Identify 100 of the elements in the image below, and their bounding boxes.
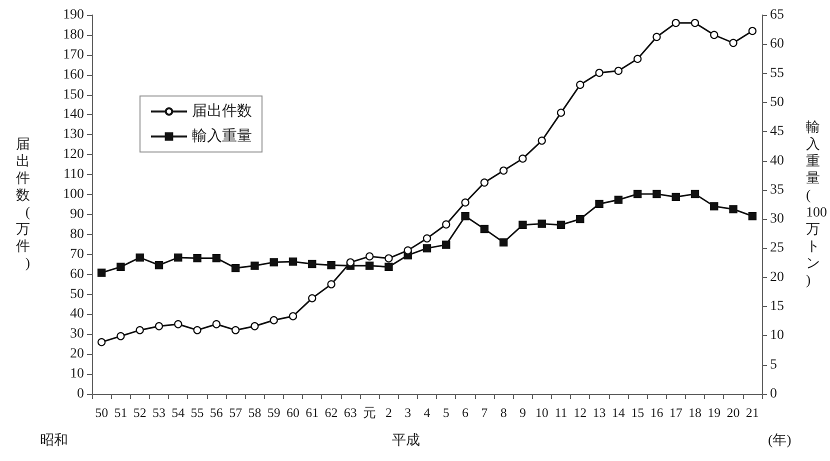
x-tick-label: 57: [229, 405, 243, 420]
x-tick-label: 55: [190, 405, 204, 420]
point: [193, 326, 202, 334]
point: [480, 178, 489, 187]
legend-label: 輸入重量: [192, 128, 252, 144]
y2-tick-label: 30: [770, 212, 784, 227]
y-tick-label: 180: [63, 27, 84, 42]
y2-tick-label: 10: [770, 328, 784, 344]
x-tick-label: 12: [574, 405, 587, 420]
point: [614, 66, 623, 75]
point: [308, 260, 316, 268]
point: [710, 30, 718, 40]
y2-tick-label: 0: [770, 386, 777, 402]
text: (年): [768, 432, 792, 448]
x-tick-label: 6: [462, 405, 470, 420]
point: [384, 262, 393, 271]
point: [576, 80, 584, 89]
y-tick-label: 160: [63, 67, 84, 82]
point: [499, 166, 508, 175]
y-tick-label: 10: [70, 366, 84, 382]
point: [710, 202, 718, 210]
point: [212, 254, 221, 262]
y-tick-label: 150: [63, 87, 84, 102]
x-tick-label: 17: [669, 405, 683, 420]
point: [538, 136, 546, 145]
point: [652, 190, 661, 198]
point: [538, 220, 546, 228]
point: [346, 258, 355, 266]
point: [270, 258, 278, 266]
point: [308, 294, 316, 302]
legend-label: 届出件数: [192, 102, 252, 120]
point: [384, 254, 393, 262]
x-tick-label: 14: [612, 405, 626, 420]
point: [556, 108, 566, 117]
text: 昭和: [40, 432, 68, 448]
point: [499, 238, 508, 246]
point: [633, 54, 642, 63]
point: [231, 264, 240, 272]
y-tick-label: 0: [77, 386, 84, 402]
x-tick-label: 10: [535, 405, 548, 420]
x-tick-label: 5: [442, 405, 450, 420]
point: [288, 258, 298, 266]
point: [365, 262, 374, 270]
y-tick-label: 130: [63, 127, 84, 142]
y2-tick-label: 45: [770, 124, 784, 140]
x-tick-label: 56: [210, 405, 224, 420]
x-tick-label: 9: [519, 405, 526, 420]
point: [556, 220, 566, 230]
x-tick-label: 11: [554, 405, 568, 420]
point: [461, 212, 470, 220]
point: [327, 280, 336, 288]
x-tick-label: 13: [592, 405, 606, 420]
x-tick-label: 20: [726, 405, 740, 420]
y2-tick-label: 60: [770, 36, 784, 52]
x-tick-label: 51: [114, 405, 128, 420]
point: [595, 68, 604, 77]
x-tick-label: 52: [133, 405, 146, 420]
y2-tick-label: 5: [770, 357, 777, 372]
x-tick-label: 19: [708, 405, 721, 420]
y-tick-label: 190: [63, 8, 84, 22]
y-tick-label: 110: [64, 167, 84, 182]
point: [748, 212, 757, 220]
point: [690, 18, 700, 28]
point: [154, 322, 164, 330]
y2-tick-label: 20: [770, 270, 784, 285]
point: [518, 154, 527, 163]
point: [250, 322, 259, 330]
y-tick-label: 80: [70, 226, 84, 242]
y-tick-label: 50: [70, 286, 84, 302]
y-tick-label: 40: [70, 306, 84, 322]
point: [97, 268, 106, 277]
y-axis-title: 届出件数(万件): [16, 138, 30, 272]
point: [729, 38, 738, 48]
x-tick-label: 53: [152, 405, 166, 420]
x-tick-label: 元: [363, 405, 376, 420]
y-tick-label: 170: [63, 47, 84, 62]
x-tick-label: 18: [688, 405, 702, 420]
point: [672, 192, 680, 202]
y-tick-label: 30: [70, 326, 84, 342]
point: [690, 190, 700, 198]
point: [231, 326, 240, 334]
x-tick-label: 58: [248, 405, 262, 420]
point: [614, 196, 623, 204]
point: [116, 262, 125, 271]
x-tick-label: 61: [306, 405, 319, 420]
point: [136, 253, 144, 262]
y-tick-label: 60: [70, 266, 84, 282]
point: [442, 240, 450, 249]
point: [404, 246, 412, 254]
point: [212, 320, 221, 328]
y2-tick-label: 50: [770, 94, 784, 110]
point: [288, 312, 298, 320]
point: [442, 220, 450, 229]
y2-tick-label: 35: [770, 182, 784, 198]
point: [327, 261, 336, 270]
point: [174, 320, 182, 328]
point: [480, 224, 489, 234]
point: [576, 214, 584, 224]
x-tick-label: 59: [267, 405, 280, 420]
y-tick-label: 120: [63, 147, 84, 162]
